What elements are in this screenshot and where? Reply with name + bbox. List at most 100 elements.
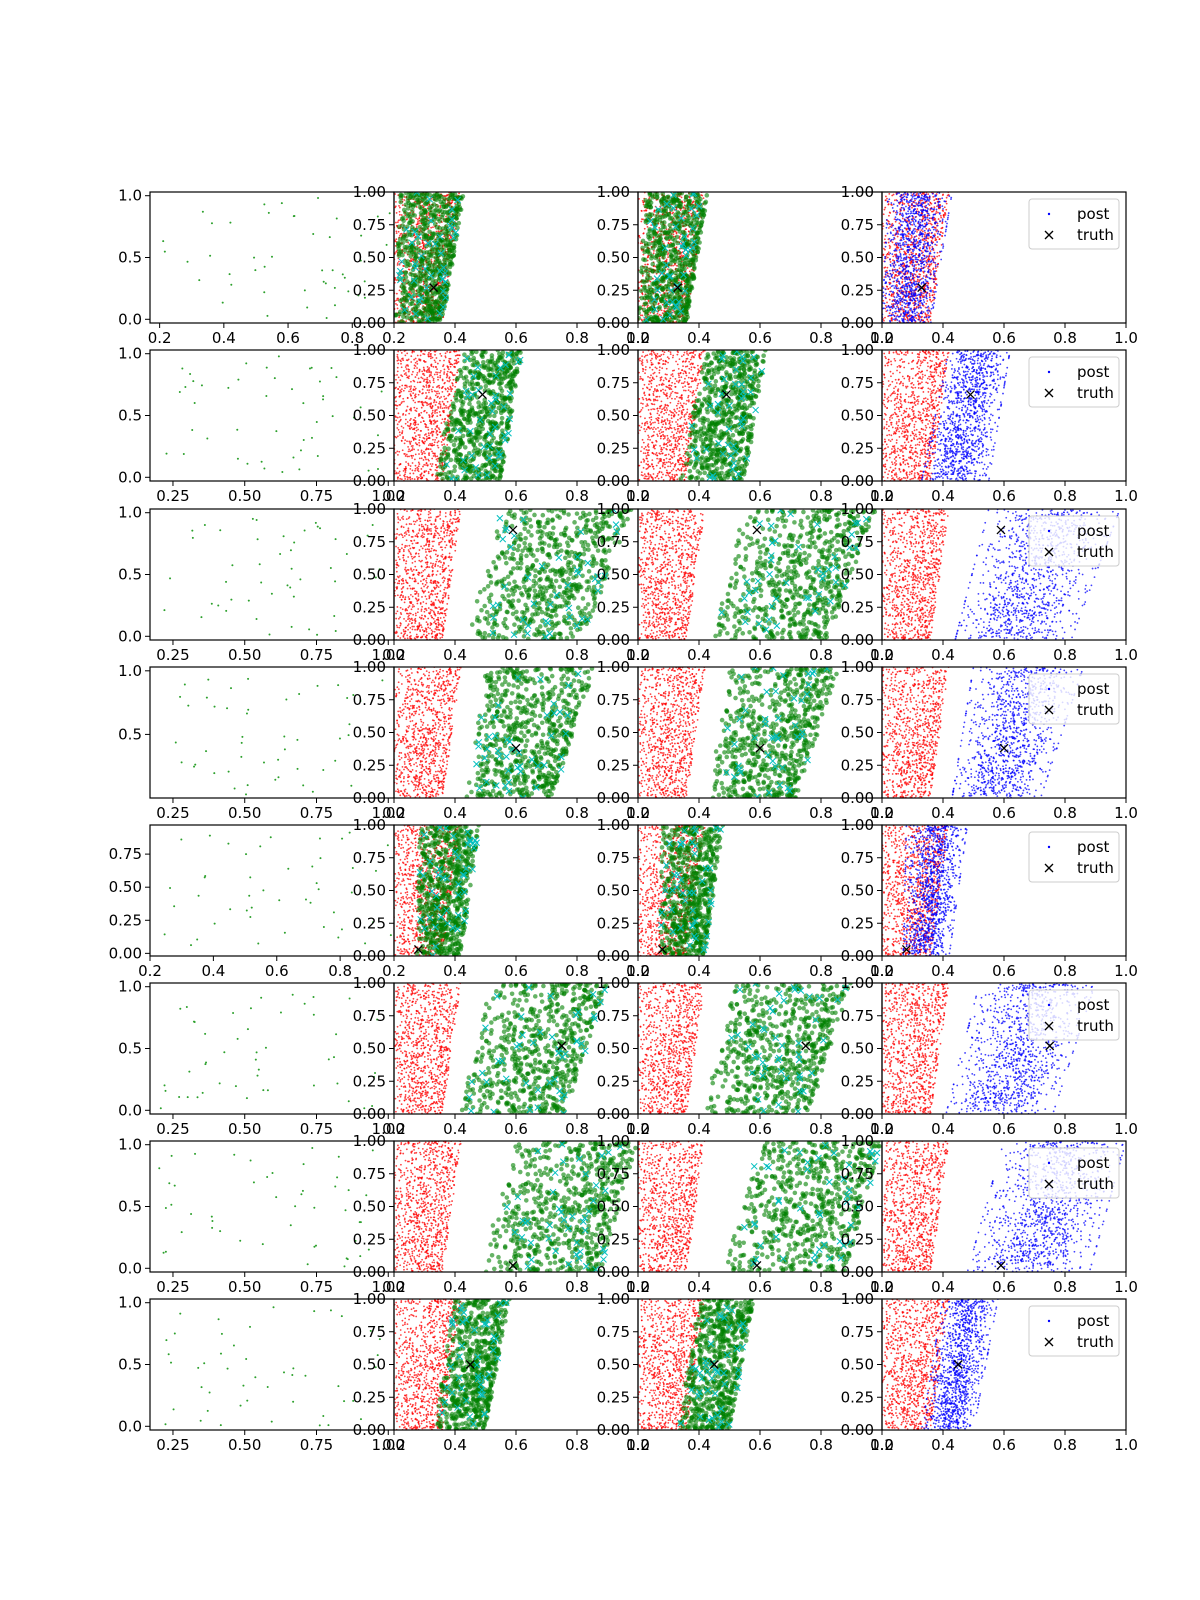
green-sample-point	[427, 229, 432, 235]
post-sample-point	[902, 259, 905, 261]
red-sample-point	[933, 298, 935, 301]
green-sample-point	[656, 318, 662, 323]
prior-sample-point	[229, 221, 232, 224]
green-sample-point	[658, 227, 664, 233]
green-sample-point	[405, 198, 411, 204]
x-tick-label: 0.8	[565, 329, 589, 347]
post-sample-point	[929, 273, 932, 276]
green-sample-point	[404, 192, 409, 196]
red-sample-point	[935, 244, 938, 247]
green-sample-point	[410, 307, 416, 312]
red-sample-point	[914, 286, 917, 289]
green-sample-point	[655, 263, 661, 269]
green-sample-point	[702, 200, 708, 206]
prior-sample-point	[321, 269, 324, 272]
red-sample-point	[926, 318, 929, 321]
red-sample-point	[934, 282, 937, 285]
red-sample-point	[394, 278, 397, 281]
post-sample-point	[933, 251, 936, 254]
green-sample-point	[437, 296, 442, 301]
post-sample-point	[923, 296, 926, 299]
cyan-marker	[436, 309, 444, 317]
green-sample-point	[645, 232, 651, 237]
red-sample-point	[922, 319, 925, 322]
post-sample-point	[923, 244, 925, 246]
post-sample-point	[903, 308, 905, 311]
cyan-marker	[681, 233, 688, 241]
post-sample-point	[927, 260, 930, 262]
post-sample-point	[921, 219, 924, 222]
post-sample-point	[889, 258, 891, 260]
x-tick-label: 0.8	[340, 329, 364, 347]
red-sample-point	[941, 232, 944, 234]
red-sample-point	[904, 193, 907, 196]
cyan-marker	[682, 252, 690, 260]
red-sample-point	[423, 242, 425, 245]
green-sample-point	[412, 202, 418, 208]
post-sample-point	[905, 243, 908, 246]
post-sample-point	[926, 297, 928, 300]
post-sample-point	[915, 202, 917, 204]
green-sample-point	[666, 212, 672, 217]
red-sample-point	[439, 204, 442, 207]
red-sample-point	[917, 312, 920, 315]
red-sample-point	[887, 251, 890, 254]
post-sample-point	[895, 310, 898, 313]
post-sample-point	[899, 228, 902, 231]
red-sample-point	[675, 264, 678, 267]
prior-sample-point	[333, 304, 336, 307]
post-sample-point	[901, 215, 904, 218]
red-sample-point	[924, 312, 927, 315]
post-sample-point	[913, 264, 916, 267]
red-sample-point	[903, 245, 906, 247]
red-sample-point	[934, 257, 937, 260]
post-sample-point	[933, 275, 936, 277]
red-sample-point	[901, 308, 904, 311]
red-sample-point	[932, 249, 935, 251]
red-sample-point	[894, 312, 897, 315]
red-sample-point	[933, 199, 936, 201]
red-sample-point	[939, 204, 942, 207]
green-sample-point	[404, 315, 410, 320]
prior-sample-point	[198, 279, 201, 282]
red-sample-point	[641, 293, 644, 296]
post-sample-point	[905, 258, 908, 261]
green-sample-point	[658, 232, 663, 238]
post-sample-point	[942, 207, 944, 210]
green-sample-point	[654, 294, 659, 299]
red-sample-point	[886, 256, 889, 259]
green-sample-point	[662, 214, 668, 219]
post-sample-point	[917, 193, 920, 195]
red-sample-point	[892, 259, 894, 262]
red-sample-point	[905, 252, 908, 255]
green-sample-point	[408, 271, 413, 277]
red-sample-point	[933, 233, 936, 236]
green-sample-point	[399, 284, 405, 289]
y-axis: 0.000.250.500.751.00	[597, 183, 638, 332]
green-sample-point	[447, 242, 453, 247]
red-sample-point	[931, 245, 934, 248]
post-sample-point	[904, 267, 907, 270]
red-sample-point	[929, 201, 932, 204]
red-sample-point	[935, 212, 937, 214]
green-sample-point	[425, 261, 430, 267]
green-sample-point	[647, 285, 653, 290]
prior-sample-point	[328, 236, 331, 239]
green-sample-point	[431, 231, 437, 237]
red-sample-point	[397, 230, 400, 233]
post-sample-point	[901, 229, 904, 231]
green-sample-point	[661, 195, 667, 201]
green-sample-point	[690, 256, 696, 262]
x-tick-label: 0.8	[809, 329, 833, 347]
green-sample-point	[640, 270, 645, 275]
green-sample-point	[433, 208, 439, 213]
red-sample-point	[425, 214, 428, 216]
post-sample-point	[907, 304, 910, 307]
green-sample-point	[405, 213, 411, 219]
post-sample-point	[924, 216, 927, 219]
post-sample-point	[896, 255, 899, 258]
red-sample-point	[927, 314, 930, 317]
post-sample-point	[890, 238, 893, 241]
post-sample-point	[900, 276, 902, 279]
post-sample-point	[899, 242, 901, 245]
